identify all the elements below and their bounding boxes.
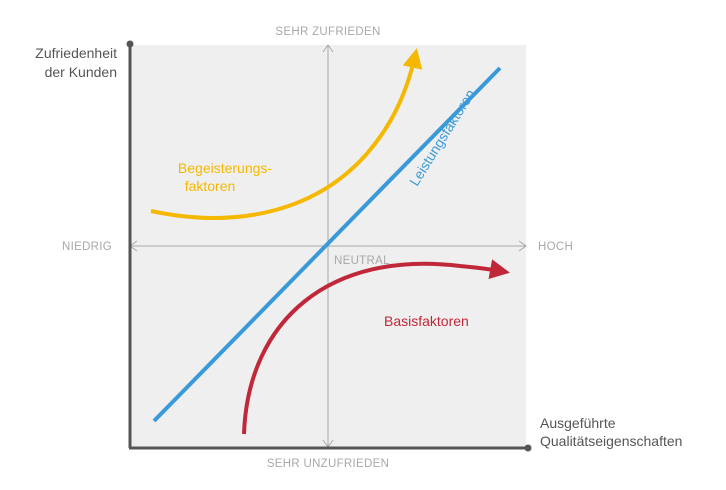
y-axis-title-line1: Zufriedenheit — [35, 45, 117, 61]
label-niedrig: NIEDRIG — [62, 241, 112, 253]
excitement-label-line2: faktoren — [185, 178, 236, 194]
label-sehr-unzufrieden: SEHR UNZUFRIEDEN — [267, 458, 389, 470]
x-axis-title-line1: Ausgeführte — [540, 415, 616, 431]
basic-label: Basisfaktoren — [384, 313, 469, 329]
performance-curve — [152, 66, 502, 423]
y-axis-end-dot — [126, 40, 134, 48]
label-hoch: HOCH — [538, 241, 573, 253]
label-neutral: NEUTRAL — [334, 255, 390, 267]
y-axis-title-line2: der Kunden — [45, 64, 117, 80]
excitement-label-line1: Begeisterungs- — [178, 160, 273, 176]
label-sehr-zufrieden: SEHR ZUFRIEDEN — [275, 26, 380, 38]
x-axis-end-dot — [524, 444, 532, 452]
main-axes — [126, 40, 532, 452]
excitement-curve — [150, 48, 423, 220]
basic-curve — [242, 259, 510, 435]
x-axis-title-line2: Qualitätseigenschaften — [540, 433, 682, 449]
